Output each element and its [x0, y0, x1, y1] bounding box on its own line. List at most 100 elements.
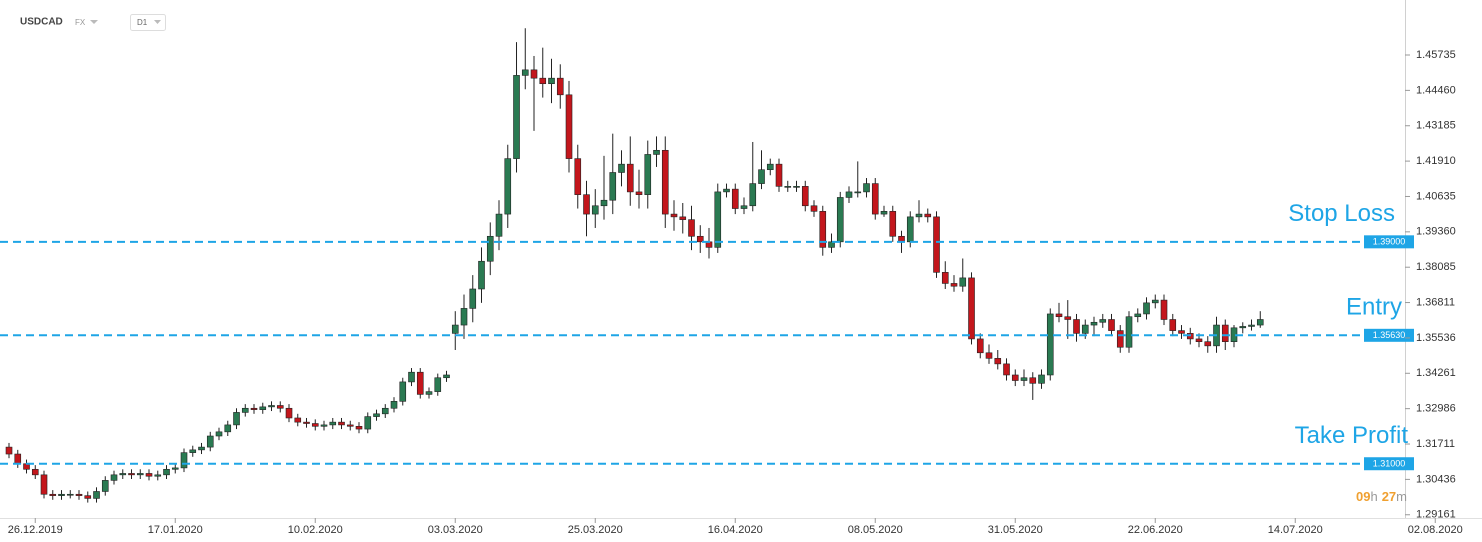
candle-body: [1003, 363, 1010, 376]
candle-body: [198, 446, 205, 451]
candle-body: [1143, 302, 1150, 315]
candle-body: [933, 216, 940, 273]
candle-body: [338, 421, 345, 426]
candle-body: [460, 308, 468, 326]
market-dropdown[interactable]: [90, 20, 98, 24]
level-price-box: [1364, 457, 1414, 471]
countdown-minutes-unit: m: [1396, 489, 1407, 504]
x-tick-label: 03.03.2020: [428, 524, 483, 536]
candle-body: [985, 352, 993, 359]
candle-body: [495, 213, 503, 237]
x-tick-label: 08.05.2020: [848, 524, 903, 536]
candle-body: [1108, 319, 1115, 331]
candle-body: [268, 405, 275, 408]
candle-body: [373, 413, 380, 417]
y-tick-label: 1.31711: [1416, 438, 1455, 450]
level-price-label: 1.39000: [1373, 237, 1406, 247]
countdown: 09h 27m: [1356, 489, 1407, 504]
candle-body: [863, 183, 870, 193]
candle-body: [968, 277, 975, 340]
candle-body: [189, 449, 197, 453]
candle-body: [110, 474, 118, 481]
candle-body: [478, 260, 485, 290]
candle-body: [504, 158, 512, 215]
candle-body: [688, 219, 695, 237]
candle-body: [128, 473, 135, 476]
timeframe-box[interactable]: [130, 14, 166, 31]
candle-body: [653, 149, 660, 155]
y-tick-label: 1.45735: [1416, 49, 1456, 61]
candle-body: [530, 69, 538, 79]
x-tick-label: 25.03.2020: [568, 524, 623, 536]
candle-body: [618, 163, 625, 173]
candle-body: [976, 338, 984, 354]
candle-body: [556, 77, 564, 96]
candle-body: [644, 154, 652, 195]
countdown-hours: 09: [1356, 489, 1370, 504]
x-tick-label: 26.12.2019: [8, 524, 63, 536]
candle-body: [49, 493, 57, 496]
market: FX: [75, 18, 86, 27]
candle-body: [311, 423, 319, 427]
candle-body: [758, 169, 765, 184]
candle-body: [224, 424, 232, 433]
candle-body: [1046, 313, 1054, 376]
candle-body: [539, 77, 547, 85]
candle-body: [1125, 316, 1133, 348]
candle-body: [845, 191, 853, 198]
candle-body: [259, 406, 267, 410]
candle-body: [749, 183, 757, 207]
candle-body: [66, 493, 74, 496]
candle-body: [31, 468, 39, 476]
level-name: Entry: [1346, 294, 1402, 321]
candle-body: [276, 405, 284, 409]
y-tick-label: 1.44460: [1416, 84, 1456, 96]
candle-body: [329, 421, 337, 426]
candle-body: [600, 199, 608, 207]
candle-body: [521, 69, 529, 76]
candle-body: [880, 211, 888, 215]
candle-body: [58, 493, 65, 496]
candle-body: [1134, 313, 1142, 318]
level-name: Stop Loss: [1288, 200, 1395, 227]
candle-body: [723, 188, 730, 193]
x-tick-label: 22.06.2020: [1128, 524, 1183, 536]
candle-body: [828, 241, 835, 248]
candle-body: [635, 191, 643, 195]
candle-body: [609, 172, 617, 201]
candle-body: [5, 446, 13, 455]
candle-body: [1178, 330, 1185, 334]
candle-body: [591, 205, 599, 215]
symbol[interactable]: USDCAD: [20, 17, 63, 28]
level-price-label: 1.35630: [1373, 330, 1406, 340]
candle-body: [696, 235, 704, 243]
candle-body: [1195, 338, 1203, 342]
timeframe-dropdown[interactable]: [154, 20, 161, 24]
candle-body: [1116, 330, 1124, 348]
candle-body: [924, 213, 932, 218]
candle-body: [215, 431, 223, 437]
candle-body: [75, 493, 83, 496]
timeframe[interactable]: D1: [137, 18, 148, 27]
candle-body: [565, 94, 573, 159]
candle-body: [574, 158, 582, 195]
candle-body: [1221, 324, 1229, 342]
x-tick-label: 16.04.2020: [708, 524, 763, 536]
candle-body: [1256, 319, 1264, 326]
candle-body: [294, 417, 302, 423]
candle-body: [801, 186, 809, 207]
candle-body: [836, 197, 844, 243]
candle-body: [119, 473, 127, 476]
y-tick-label: 1.34261: [1416, 367, 1456, 379]
y-tick-label: 1.43185: [1416, 120, 1456, 132]
y-tick-label: 1.35536: [1416, 332, 1456, 344]
candle-body: [14, 453, 22, 465]
candle-body: [1090, 321, 1098, 326]
y-tick-label: 1.39360: [1416, 226, 1456, 238]
candle-body: [136, 473, 144, 476]
x-tick-label: 31.05.2020: [988, 524, 1043, 536]
y-tick-label: 1.40635: [1416, 190, 1456, 202]
y-tick-label: 1.38085: [1416, 261, 1456, 273]
candle-body: [40, 474, 48, 495]
x-tick-label: 17.01.2020: [148, 524, 203, 536]
